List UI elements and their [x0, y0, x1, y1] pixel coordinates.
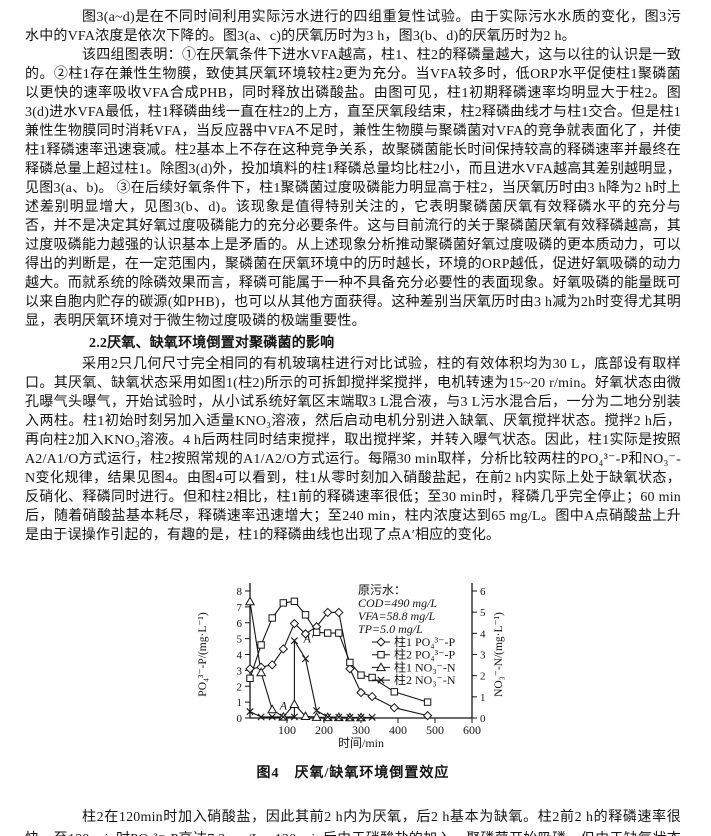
data-point-marker — [346, 658, 354, 667]
data-point-marker — [278, 644, 289, 654]
right-axis-tick-label: 4 — [480, 628, 486, 640]
data-point-marker — [389, 702, 400, 713]
data-point-marker — [324, 713, 332, 721]
data-point-marker — [301, 611, 310, 619]
data-point-marker — [257, 641, 265, 649]
x-axis-tick-label: 300 — [352, 723, 370, 737]
data-point-marker — [377, 651, 385, 659]
data-point-marker — [244, 596, 256, 606]
data-point-marker — [357, 713, 365, 721]
x-axis-tick-label: 500 — [426, 723, 444, 737]
data-point-marker — [334, 607, 344, 618]
data-point-marker — [267, 704, 278, 714]
data-point-marker — [290, 597, 299, 606]
x-axis-tick-label: 600 — [463, 723, 481, 737]
paragraph-figure3-analysis: 该四组图表明：①在厌氧条件下进水VFA越高，柱1、柱2的释磷量越大，这与以往的认… — [25, 48, 681, 329]
right-axis-tick-label: 2 — [480, 671, 486, 683]
data-point-marker — [311, 711, 322, 721]
section-heading-2-2: 2.2厌氧、缺氧环境倒置对聚磷菌的影响 — [89, 336, 335, 351]
legend-label: 柱2 NO₃⁻-N — [394, 672, 456, 687]
data-point-marker — [279, 713, 287, 721]
left-axis-tick-label: 3 — [237, 665, 243, 677]
x-axis-title: 时间/min — [338, 736, 384, 750]
left-axis-tick-label: 0 — [237, 713, 243, 725]
data-point-marker — [300, 711, 311, 721]
data-point-marker — [368, 673, 376, 682]
series-line-3 — [249, 638, 373, 718]
x-axis-tick-label: 400 — [389, 723, 407, 737]
right-axis-tick-label: 5 — [480, 607, 486, 619]
left-axis-tick-label: 6 — [237, 618, 243, 630]
data-point-marker — [324, 629, 332, 637]
data-point-marker — [322, 607, 333, 618]
left-axis-tick-label: 4 — [237, 650, 243, 662]
paragraph-column2-discussion: 柱2在120min时加入硝酸盐，因此其前2 h内为厌氧，后2 h基本为缺氧。柱2… — [25, 810, 681, 836]
left-axis-tick-label: 7 — [237, 602, 243, 614]
data-point-marker — [312, 628, 321, 636]
data-point-marker — [246, 674, 254, 683]
point-label-A: A — [279, 699, 288, 713]
data-point-marker — [367, 691, 377, 702]
data-point-marker — [356, 687, 366, 698]
legend-label: 柱2 PO₄³⁻-P — [394, 647, 455, 662]
left-axis-tick-label: 2 — [237, 681, 243, 693]
raw-water-annotation-line: VFA=58.8 mg/L — [358, 609, 436, 623]
legend-label: 柱1 NO₃⁻-N — [394, 659, 456, 674]
raw-water-annotation-line: COD=490 mg/L — [358, 596, 437, 610]
data-point-marker — [377, 676, 385, 684]
data-point-marker — [357, 671, 365, 679]
left-axis-title: PO₄³⁻-P/(mg·L⁻¹) — [197, 612, 209, 697]
data-point-marker — [423, 698, 432, 706]
right-axis-tick-label: 1 — [480, 692, 486, 704]
data-point-marker — [422, 710, 433, 721]
figure-4-chart: 0 1 2 3 4 5 6 7 8 0 1 2 3 4 5 6 100 200 300 400 500 600 PO₄³⁻-… — [197, 583, 505, 750]
data-point-marker — [300, 629, 311, 639]
left-axis-tick-label: 8 — [237, 586, 243, 598]
right-axis-tick-label: 0 — [480, 713, 486, 725]
data-point-marker — [313, 707, 321, 715]
data-point-marker — [257, 713, 265, 721]
x-axis-tick-label: 100 — [278, 723, 296, 737]
data-point-marker — [290, 713, 298, 721]
paragraph-figure3-intro: 图3(a~d)是在不同时间利用实际污水进行的四组重复性试验。由于实际污水水质的变… — [25, 10, 681, 44]
figure-4: 0 1 2 3 4 5 6 7 8 0 1 2 3 4 5 6 100 200 300 400 500 600 PO₄³⁻-… — [180, 574, 681, 757]
point-label-A: A′ — [303, 631, 314, 645]
figure-4-caption: 图4 厌氧/缺氧环境倒置效应 — [256, 766, 450, 781]
data-point-marker — [256, 667, 267, 677]
right-axis-tick-label: 6 — [480, 586, 486, 598]
data-point-marker — [289, 618, 300, 629]
data-point-marker — [368, 713, 376, 721]
raw-water-annotation-line: TP=5.0 mg/L — [358, 622, 423, 636]
x-axis-tick-label: 200 — [315, 723, 333, 737]
data-point-marker — [301, 655, 310, 663]
data-point-marker — [390, 688, 399, 696]
data-point-marker — [279, 599, 287, 607]
data-point-marker — [245, 664, 255, 674]
data-point-marker — [289, 699, 300, 708]
data-point-marker — [345, 664, 355, 674]
raw-water-annotation-line: 原污水： — [358, 583, 406, 597]
data-point-marker — [346, 713, 354, 721]
right-axis-tick-label: 3 — [480, 650, 486, 662]
data-point-marker — [267, 660, 277, 670]
data-point-marker — [375, 662, 387, 672]
data-point-marker — [268, 713, 276, 721]
data-point-marker — [268, 614, 276, 622]
left-axis-tick-label: 5 — [237, 634, 243, 646]
right-axis-title: NO₃⁻-N/(mg·L⁻¹) — [493, 612, 505, 697]
data-point-marker — [335, 713, 343, 721]
data-point-marker — [290, 637, 298, 645]
paragraph-experiment-setup: 采用2只几何尺寸完全相同的有机玻璃柱进行对比试验，柱的有效体积均为30 L，底部… — [25, 357, 681, 543]
data-point-marker — [335, 629, 343, 637]
data-point-marker — [376, 637, 386, 647]
data-point-marker — [246, 708, 254, 716]
left-axis-tick-label: 1 — [237, 697, 243, 709]
legend-label: 柱1 PO₄³⁻-P — [394, 634, 455, 649]
